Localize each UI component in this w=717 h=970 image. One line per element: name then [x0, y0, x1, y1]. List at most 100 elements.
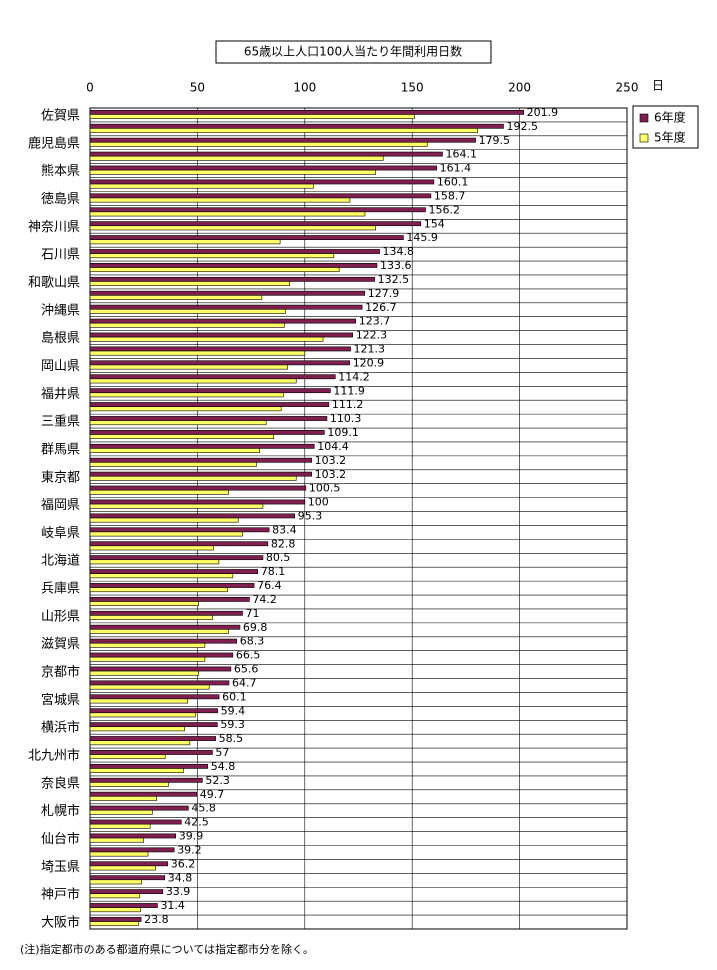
bar — [89, 875, 166, 881]
value-label: 52.3 — [205, 774, 230, 787]
bar — [89, 583, 255, 588]
category-label: 北九州市 — [28, 748, 80, 764]
value-label: 145.9 — [406, 231, 438, 244]
value-label: 83.4 — [272, 523, 297, 536]
bar — [89, 235, 404, 240]
bar — [89, 406, 282, 412]
bar — [89, 281, 291, 286]
bar — [89, 708, 218, 714]
bar — [89, 610, 243, 616]
bar — [89, 471, 312, 477]
value-label: 103.2 — [315, 454, 347, 467]
bar — [89, 517, 239, 523]
bar — [89, 754, 166, 760]
bar — [89, 851, 149, 857]
value-label: 109.1 — [327, 426, 359, 439]
value-label: 76.4 — [257, 579, 282, 592]
bar — [89, 833, 177, 839]
bar — [89, 308, 286, 314]
bar — [89, 249, 380, 254]
value-label: 65.6 — [234, 663, 259, 676]
bar — [89, 601, 199, 606]
category-label: 熊本県 — [41, 163, 80, 179]
bar — [89, 879, 142, 885]
bar — [89, 819, 182, 825]
value-label: 121.3 — [354, 343, 386, 356]
bar — [89, 151, 443, 157]
value-label: 66.5 — [236, 649, 260, 662]
bar — [89, 346, 351, 352]
category-label: 沖縄県 — [41, 303, 80, 318]
bar — [89, 457, 312, 463]
bar — [89, 796, 157, 801]
category-label: 滋賀県 — [41, 637, 80, 652]
bar — [89, 350, 306, 356]
bar — [89, 726, 185, 732]
bar — [89, 847, 175, 853]
bar — [89, 768, 184, 773]
bar — [89, 629, 229, 634]
bar — [89, 503, 264, 509]
bar — [89, 903, 158, 908]
bar — [89, 861, 169, 867]
bar — [89, 141, 428, 147]
bar — [89, 917, 142, 922]
value-label: 123.7 — [359, 315, 391, 328]
bar — [89, 165, 437, 171]
bar — [89, 197, 351, 203]
x-tick-label: 250 — [616, 81, 639, 95]
bar — [89, 921, 139, 927]
bar — [89, 193, 432, 199]
bar — [89, 179, 435, 185]
value-label: 160.1 — [437, 176, 469, 189]
bar — [89, 531, 243, 537]
bar — [89, 332, 354, 338]
bar — [89, 295, 263, 300]
bar — [89, 652, 234, 658]
bar — [89, 416, 328, 421]
bar — [89, 211, 366, 217]
value-label: 132.5 — [378, 273, 410, 286]
bar — [89, 304, 363, 310]
value-label: 34.8 — [168, 871, 193, 884]
value-label: 164.1 — [445, 148, 477, 161]
category-label: 三重県 — [41, 414, 80, 430]
bar — [89, 656, 206, 662]
category-label: 徳島県 — [41, 192, 80, 207]
value-label: 64.7 — [232, 676, 256, 689]
bar — [89, 680, 230, 686]
value-label: 74.2 — [252, 593, 276, 606]
bar — [89, 169, 376, 175]
bar — [89, 430, 325, 435]
category-label: 宮城県 — [41, 692, 80, 708]
value-label: 120.9 — [353, 356, 385, 369]
bar — [89, 694, 220, 700]
axis-unit: 日 — [652, 79, 664, 93]
bar — [89, 698, 189, 704]
value-label: 158.7 — [434, 189, 466, 202]
bar — [89, 740, 191, 746]
value-label: 110.3 — [330, 412, 362, 425]
value-label: 133.6 — [380, 259, 412, 272]
value-label: 59.3 — [220, 718, 245, 731]
bar — [89, 443, 315, 449]
bar — [89, 489, 229, 495]
x-tick-label: 200 — [508, 81, 531, 95]
bar — [89, 128, 479, 133]
value-label: 127.9 — [368, 287, 400, 300]
value-label: 68.3 — [240, 635, 265, 648]
category-label: 仙台市 — [41, 831, 80, 847]
bar — [89, 183, 314, 189]
bar — [89, 448, 260, 453]
bar — [89, 322, 285, 328]
bar — [89, 596, 250, 602]
bar — [89, 666, 232, 672]
bar — [89, 513, 296, 519]
value-label: 201.9 — [527, 106, 559, 119]
category-label: 札幌市 — [41, 803, 80, 819]
value-label: 58.5 — [219, 732, 244, 745]
value-label: 103.2 — [315, 468, 347, 481]
value-label: 126.7 — [365, 301, 397, 314]
bar — [89, 290, 366, 296]
category-label: 埼玉県 — [41, 860, 80, 875]
